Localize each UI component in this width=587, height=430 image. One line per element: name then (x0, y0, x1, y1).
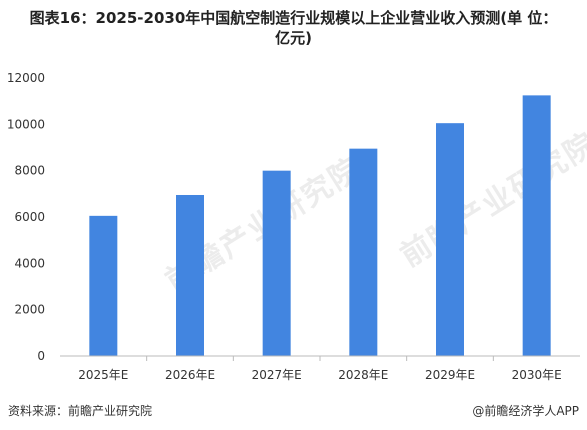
x-tick-label: 2027年E (252, 368, 302, 382)
y-tick-label: 12000 (7, 71, 45, 85)
x-axis: 2025年E 2026年E 2027年E 2028年E 2029年E 2030年E (78, 356, 562, 382)
y-tick-label: 8000 (14, 164, 45, 178)
x-tick-label: 2029年E (425, 368, 475, 382)
x-tick-label: 2028年E (338, 368, 388, 382)
chart-title: 图表16：2025-2030年中国航空制造行业规模以上企业营业收入预测(单 位：… (0, 8, 587, 48)
bar-2030年E (522, 95, 551, 356)
y-tick-label: 0 (37, 349, 45, 363)
y-tick-label: 4000 (14, 256, 45, 270)
brand-credit: @前瞻经济学人APP (472, 404, 579, 418)
source-note: 资料来源：前瞻产业研究院 (8, 404, 153, 418)
chart-title-line2: 亿元) (275, 29, 312, 47)
bar-2027年E (262, 170, 291, 356)
y-axis: 0 2000 4000 6000 8000 10000 12000 (7, 71, 45, 363)
y-tick-label: 6000 (14, 210, 45, 224)
x-tick-label: 2025年E (78, 368, 128, 382)
bar-2025年E (89, 215, 118, 356)
chart-title-line1: 图表16：2025-2030年中国航空制造行业规模以上企业营业收入预测(单 位： (29, 9, 558, 27)
y-tick-label: 2000 (14, 303, 45, 317)
bar-2028年E (349, 148, 378, 356)
x-tick-label: 2030年E (512, 368, 562, 382)
y-tick-label: 10000 (7, 117, 45, 131)
x-tick-label: 2026年E (165, 368, 215, 382)
bar-2029年E (436, 123, 464, 356)
bar-2026年E (176, 194, 204, 356)
bars (89, 95, 551, 356)
